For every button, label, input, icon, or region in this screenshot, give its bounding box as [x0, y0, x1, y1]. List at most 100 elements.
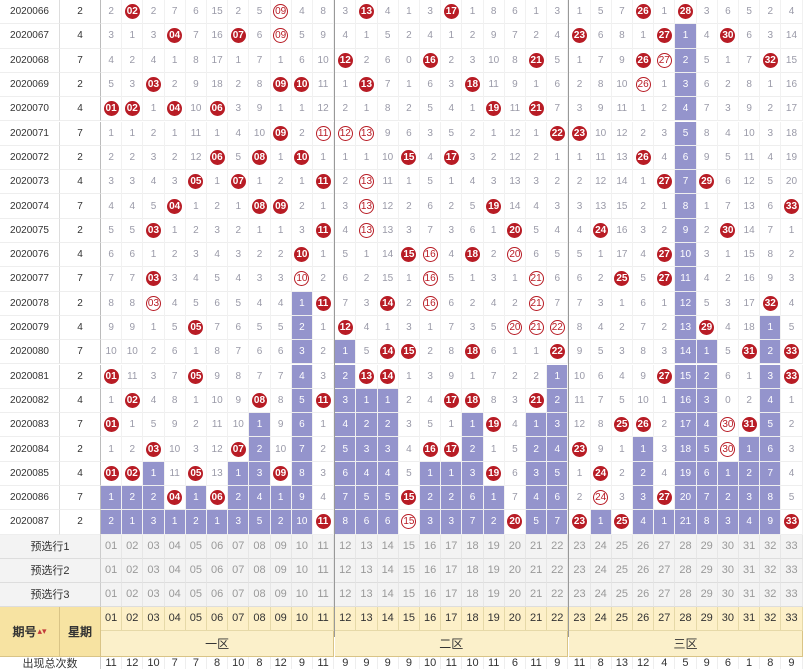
preselect-number[interactable]: 33 [781, 582, 803, 607]
preselect-number[interactable]: 08 [249, 558, 271, 583]
preselect-number[interactable]: 11 [313, 534, 335, 559]
preselect-number[interactable]: 12 [335, 534, 357, 559]
preselect-number[interactable]: 28 [675, 558, 697, 583]
preselect-number[interactable]: 19 [483, 534, 505, 559]
preselect-number[interactable]: 17 [441, 558, 463, 583]
preselect-number[interactable]: 15 [398, 558, 420, 583]
preselect-number[interactable]: 16 [420, 558, 442, 583]
preselect-number[interactable]: 27 [654, 582, 676, 607]
preselect-number[interactable]: 31 [739, 558, 761, 583]
preselect-number[interactable]: 16 [420, 534, 442, 559]
preselect-number[interactable]: 25 [611, 582, 633, 607]
preselect-number[interactable]: 21 [526, 534, 548, 559]
preselect-number[interactable]: 10 [291, 534, 313, 559]
preselect-number[interactable]: 33 [781, 534, 803, 559]
preselect-number[interactable]: 07 [228, 582, 250, 607]
preselect-number[interactable]: 29 [696, 558, 718, 583]
preselect-number[interactable]: 26 [633, 534, 655, 559]
preselect-number[interactable]: 11 [313, 558, 335, 583]
preselect-number[interactable]: 20 [504, 582, 526, 607]
sort-arrows-icon[interactable]: ▴▾ [37, 625, 47, 636]
preselect-number[interactable]: 21 [526, 582, 548, 607]
preselect-number[interactable]: 28 [675, 534, 697, 559]
preselect-number[interactable]: 26 [633, 582, 655, 607]
preselect-number[interactable]: 03 [143, 582, 165, 607]
preselect-number[interactable]: 32 [760, 558, 782, 583]
preselect-number[interactable]: 26 [633, 558, 655, 583]
preselect-number[interactable]: 25 [611, 534, 633, 559]
period-header[interactable]: 期号 ▴▾ [0, 606, 60, 657]
preselect-number[interactable]: 04 [164, 534, 186, 559]
preselect-number[interactable]: 30 [717, 534, 739, 559]
preselect-number[interactable]: 05 [185, 582, 207, 607]
preselect-number[interactable]: 13 [356, 558, 378, 583]
preselect-number[interactable]: 22 [547, 582, 569, 607]
preselect-number[interactable]: 02 [122, 582, 144, 607]
preselect-number[interactable]: 20 [504, 534, 526, 559]
preselect-number[interactable]: 31 [739, 534, 761, 559]
preselect-number[interactable]: 24 [590, 534, 612, 559]
preselect-number[interactable]: 03 [143, 534, 165, 559]
preselect-number[interactable]: 18 [462, 558, 484, 583]
preselect-number[interactable]: 11 [313, 582, 335, 607]
preselect-number[interactable]: 27 [654, 534, 676, 559]
preselect-number[interactable]: 10 [291, 558, 313, 583]
preselect-number[interactable]: 20 [504, 558, 526, 583]
preselect-number[interactable]: 09 [270, 534, 292, 559]
preselect-number[interactable]: 23 [569, 534, 591, 559]
preselect-number[interactable]: 09 [270, 582, 292, 607]
preselect-number[interactable]: 02 [122, 558, 144, 583]
preselect-number[interactable]: 15 [398, 582, 420, 607]
preselect-number[interactable]: 06 [207, 582, 229, 607]
preselect-number[interactable]: 32 [760, 582, 782, 607]
preselect-number[interactable]: 22 [547, 534, 569, 559]
preselect-number[interactable]: 13 [356, 534, 378, 559]
preselect-number[interactable]: 05 [185, 534, 207, 559]
preselect-number[interactable]: 29 [696, 534, 718, 559]
preselect-number[interactable]: 23 [569, 582, 591, 607]
preselect-number[interactable]: 30 [717, 582, 739, 607]
preselect-number[interactable]: 17 [441, 534, 463, 559]
preselect-number[interactable]: 14 [377, 534, 399, 559]
preselect-number[interactable]: 02 [122, 534, 144, 559]
preselect-number[interactable]: 05 [185, 558, 207, 583]
preselect-number[interactable]: 14 [377, 558, 399, 583]
preselect-number[interactable]: 24 [590, 582, 612, 607]
preselect-number[interactable]: 16 [420, 582, 442, 607]
preselect-number[interactable]: 25 [611, 558, 633, 583]
preselect-number[interactable]: 31 [739, 582, 761, 607]
preselect-number[interactable]: 01 [101, 534, 123, 559]
preselect-number[interactable]: 04 [164, 558, 186, 583]
preselect-number[interactable]: 33 [781, 558, 803, 583]
preselect-number[interactable]: 12 [335, 558, 357, 583]
preselect-number[interactable]: 03 [143, 558, 165, 583]
preselect-number[interactable]: 17 [441, 582, 463, 607]
preselect-number[interactable]: 24 [590, 558, 612, 583]
preselect-number[interactable]: 08 [249, 534, 271, 559]
preselect-number[interactable]: 06 [207, 534, 229, 559]
preselect-number[interactable]: 01 [101, 558, 123, 583]
preselect-number[interactable]: 06 [207, 558, 229, 583]
preselect-number[interactable]: 10 [291, 582, 313, 607]
preselect-number[interactable]: 28 [675, 582, 697, 607]
preselect-number[interactable]: 14 [377, 582, 399, 607]
preselect-number[interactable]: 18 [462, 534, 484, 559]
preselect-number[interactable]: 19 [483, 582, 505, 607]
preselect-number[interactable]: 32 [760, 534, 782, 559]
preselect-number[interactable]: 23 [569, 558, 591, 583]
preselect-number[interactable]: 15 [398, 534, 420, 559]
preselect-number[interactable]: 07 [228, 558, 250, 583]
preselect-number[interactable]: 29 [696, 582, 718, 607]
preselect-number[interactable]: 04 [164, 582, 186, 607]
preselect-number[interactable]: 01 [101, 582, 123, 607]
preselect-number[interactable]: 22 [547, 558, 569, 583]
preselect-number[interactable]: 27 [654, 558, 676, 583]
preselect-number[interactable]: 18 [462, 582, 484, 607]
preselect-number[interactable]: 12 [335, 582, 357, 607]
preselect-number[interactable]: 07 [228, 534, 250, 559]
preselect-number[interactable]: 19 [483, 558, 505, 583]
preselect-number[interactable]: 13 [356, 582, 378, 607]
preselect-number[interactable]: 09 [270, 558, 292, 583]
preselect-number[interactable]: 21 [526, 558, 548, 583]
preselect-number[interactable]: 08 [249, 582, 271, 607]
